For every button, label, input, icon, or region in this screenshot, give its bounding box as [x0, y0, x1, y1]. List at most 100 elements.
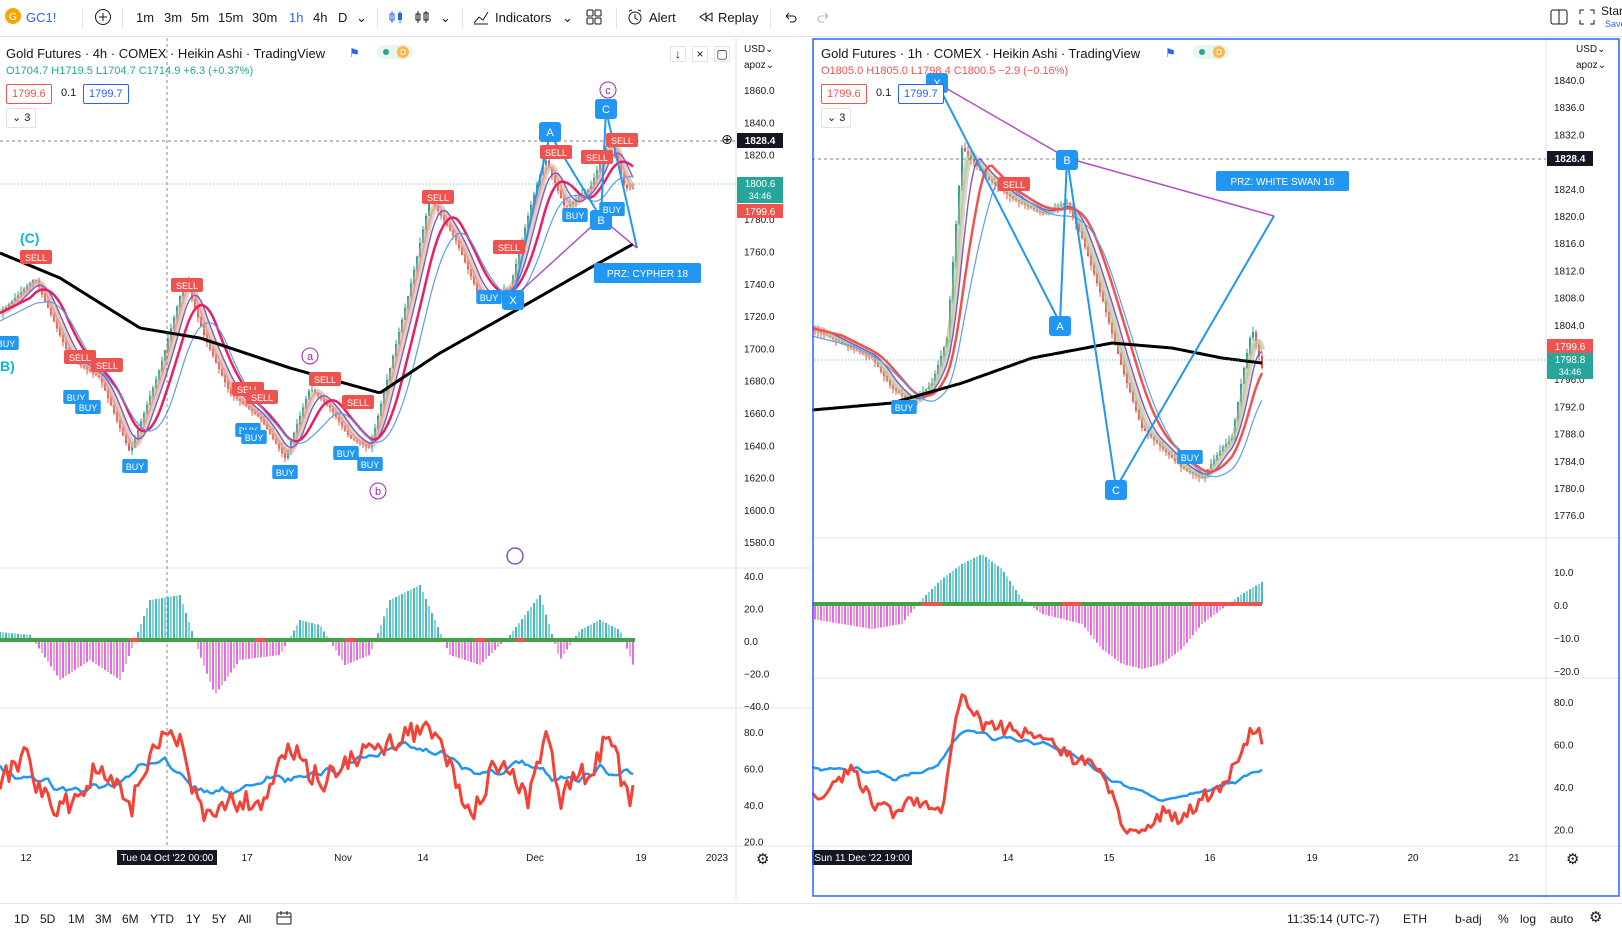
histogram-bar — [1204, 604, 1206, 622]
left-maximize-icon[interactable]: ▢ — [714, 46, 730, 62]
histogram-bar — [344, 640, 346, 665]
save-button[interactable]: Save — [1605, 18, 1622, 38]
right-chart-pane[interactable]: 1840.01836.01832.01828.01824.01820.01816… — [812, 38, 1622, 900]
histogram-bar — [967, 561, 969, 604]
price-tick-label: 1600.0 — [744, 506, 775, 517]
left-currency[interactable]: USD⌄ — [744, 44, 774, 55]
osc2-tick-label: 60.0 — [1554, 741, 1574, 752]
price-tick-label: 1792.0 — [1554, 402, 1585, 413]
histogram-bar — [419, 585, 421, 640]
left-sell-price-button[interactable]: 1799.6 — [6, 84, 52, 104]
range-3m[interactable]: 3M — [95, 912, 112, 926]
sell-signal: SELL — [69, 353, 91, 363]
histogram-bar — [383, 617, 385, 641]
histogram-bar — [413, 588, 415, 640]
histogram-bar — [386, 608, 388, 640]
range-5d[interactable]: 5D — [40, 912, 55, 926]
range-1m[interactable]: 1M — [68, 912, 85, 926]
histogram-bar — [125, 640, 127, 664]
harmonic-pattern-leg — [937, 83, 1274, 216]
left-close-icon[interactable]: × — [692, 46, 708, 62]
osc1-tick-label: 0.0 — [1554, 601, 1568, 612]
clock-time[interactable]: 11:35:14 (UTC-7) — [1287, 912, 1379, 926]
histogram-bar — [955, 569, 957, 605]
right-sell-price-button[interactable]: 1799.6 — [821, 84, 867, 104]
right-buy-price-button[interactable]: 1799.7 — [898, 84, 944, 104]
range-5y[interactable]: 5Y — [212, 912, 227, 926]
left-move-down-icon[interactable]: ↓ — [670, 46, 686, 62]
histogram-bar — [116, 640, 118, 678]
indicators-icon[interactable] — [472, 8, 490, 28]
range-ytd[interactable]: YTD — [150, 912, 174, 926]
price-tick-label: 1776.0 — [1554, 511, 1585, 522]
histogram-bar — [518, 623, 520, 640]
interval-1h[interactable]: 1h — [289, 8, 303, 28]
histogram-bar — [931, 589, 933, 604]
histogram-bar — [1099, 604, 1101, 647]
log-toggle[interactable]: log — [1520, 912, 1536, 926]
histogram-bar — [122, 640, 124, 672]
histogram-bar — [1060, 604, 1062, 619]
adjust-toggle[interactable]: b-adj — [1455, 912, 1482, 926]
right-currency[interactable]: USD⌄ — [1576, 44, 1606, 55]
fullscreen-icon[interactable] — [1578, 8, 1596, 28]
left-chart-canvas[interactable]: 1860.01840.01820.01800.01780.01760.01740… — [0, 38, 812, 900]
left-chart-pane[interactable]: 1860.01840.01820.01800.01780.01760.01740… — [0, 38, 812, 900]
interval-1m[interactable]: 1m — [136, 8, 154, 28]
alert-button[interactable]: Alert — [649, 8, 676, 28]
time-tick-label: 12 — [20, 853, 32, 864]
right-scale-mode[interactable]: apoz⌄ — [1576, 60, 1606, 71]
range-1y[interactable]: 1Y — [186, 912, 201, 926]
session-toggle[interactable]: ETH — [1403, 912, 1427, 926]
right-flag-icon[interactable]: ⚑ — [1165, 46, 1176, 60]
single-layout-icon[interactable] — [1549, 8, 1569, 28]
left-buy-price-button[interactable]: 1799.7 — [83, 84, 129, 104]
histogram-bar — [1072, 604, 1074, 622]
alarm-clock-icon[interactable] — [626, 8, 644, 28]
interval-15m[interactable]: 15m — [218, 8, 243, 28]
price-tick-label: 1660.0 — [744, 409, 775, 420]
goto-date-icon[interactable] — [275, 910, 293, 929]
left-flag-icon[interactable]: ⚑ — [349, 46, 360, 60]
right-chart-canvas[interactable]: 1840.01836.01832.01828.01824.01820.01816… — [812, 38, 1622, 900]
settings-gear-icon[interactable]: ⚙ — [1589, 908, 1602, 926]
right-indicators-collapse[interactable]: ⌄ 3 — [821, 108, 851, 128]
interval-5m[interactable]: 5m — [191, 8, 209, 28]
replay-icon[interactable] — [697, 8, 715, 28]
chart-type-chevron-icon[interactable]: ⌄ — [440, 8, 451, 28]
interval-d[interactable]: D — [338, 8, 347, 28]
replay-button[interactable]: Replay — [718, 8, 758, 28]
histogram-bar — [883, 604, 885, 627]
indicators-button[interactable]: Indicators — [495, 8, 551, 28]
interval-dropdown-chevron-icon[interactable]: ⌄ — [356, 8, 367, 28]
histogram-bar — [368, 640, 370, 655]
left-scale-mode[interactable]: apoz⌄ — [744, 60, 774, 71]
percent-toggle[interactable]: % — [1498, 912, 1509, 926]
pattern-point-c: C — [1112, 485, 1120, 497]
symbol-button[interactable]: GC1! — [26, 8, 56, 28]
interval-4h[interactable]: 4h — [313, 8, 327, 28]
layout-grid-icon[interactable] — [585, 8, 603, 28]
chart-type-icon[interactable] — [387, 8, 405, 28]
compare-add-icon[interactable] — [94, 8, 112, 28]
indicators-chevron-icon[interactable]: ⌄ — [562, 8, 573, 28]
histogram-bar — [1162, 604, 1164, 663]
left-indicators-collapse[interactable]: ⌄ 3 — [6, 108, 36, 128]
histogram-bar — [182, 604, 184, 640]
range-6m[interactable]: 6M — [122, 912, 139, 926]
histogram-bar — [398, 596, 400, 641]
bars-style-icon[interactable] — [413, 8, 431, 28]
histogram-bar — [407, 591, 409, 640]
auto-toggle[interactable]: auto — [1550, 912, 1573, 926]
osc2-tick-label: 60.0 — [744, 765, 764, 776]
range-1d[interactable]: 1D — [14, 912, 29, 926]
interval-3m[interactable]: 3m — [164, 8, 182, 28]
histogram-bar — [59, 640, 61, 680]
undo-icon[interactable] — [782, 8, 798, 28]
redo-icon[interactable] — [816, 8, 832, 28]
range-all[interactable]: All — [238, 912, 251, 926]
interval-30m[interactable]: 30m — [252, 8, 277, 28]
histogram-bar — [275, 640, 277, 656]
histogram-bar — [868, 604, 870, 629]
price-tick-label: 1832.0 — [1554, 130, 1585, 141]
